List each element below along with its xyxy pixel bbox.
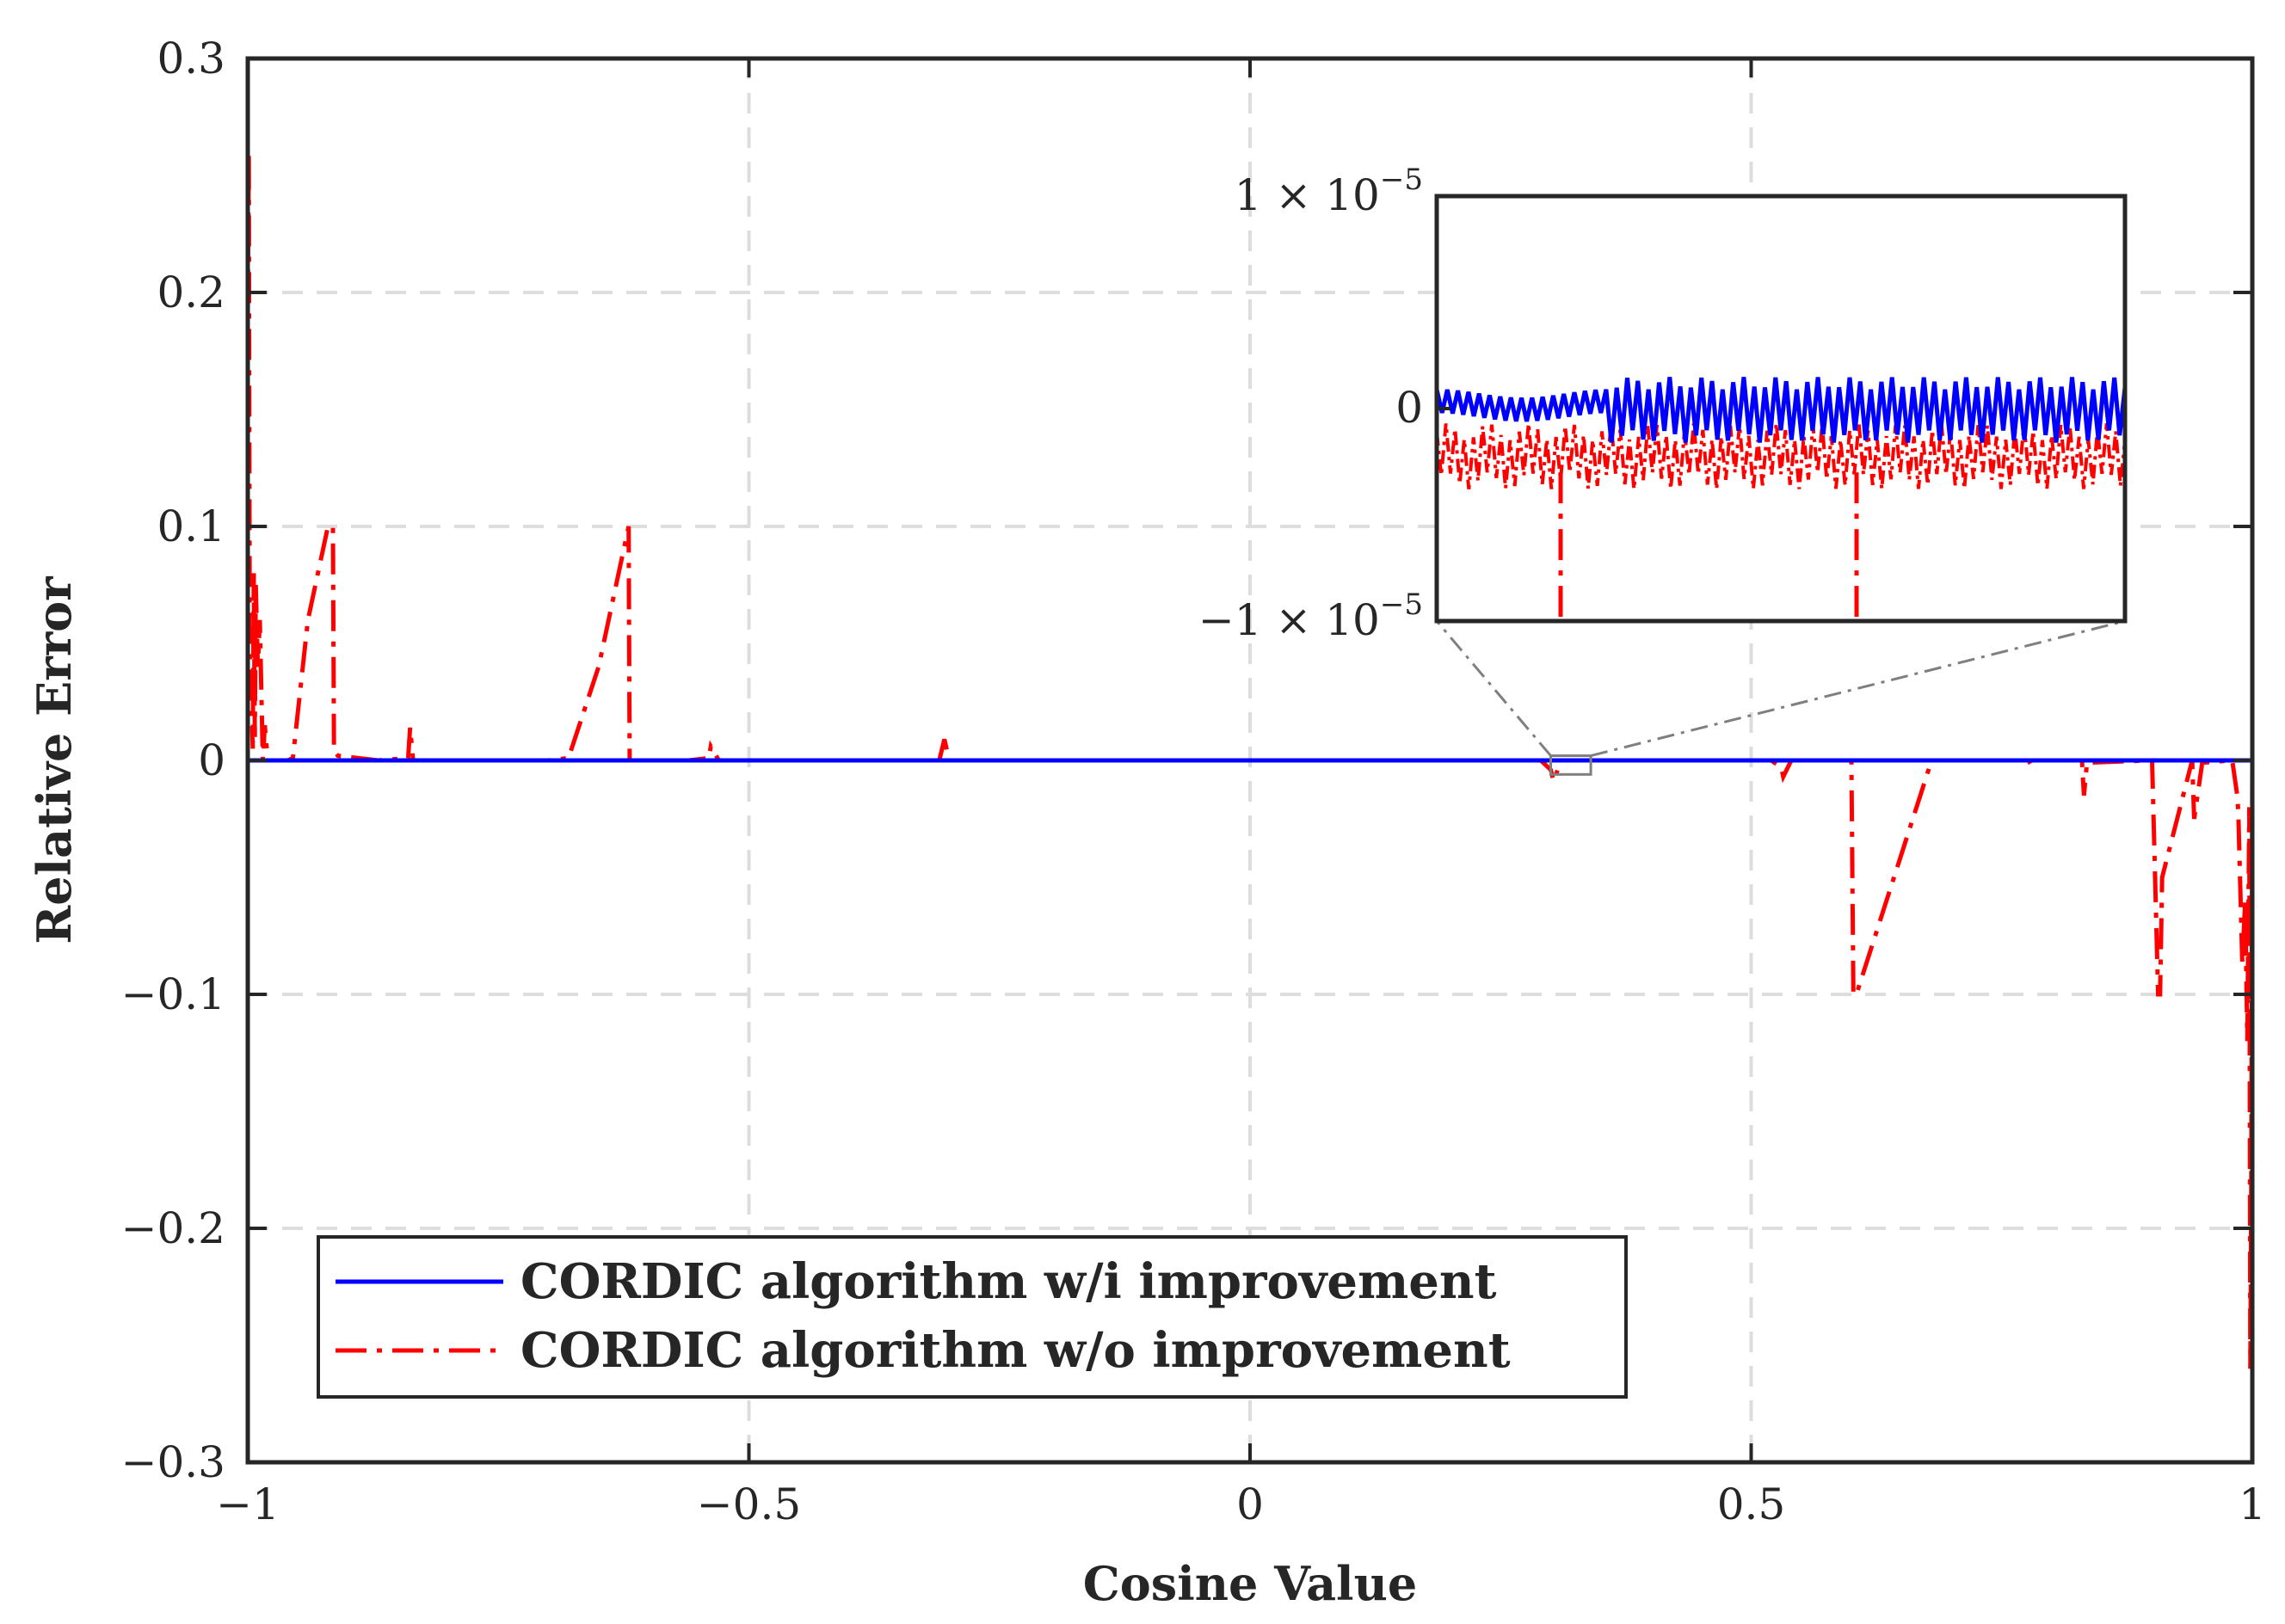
zoom-indicator — [1435, 619, 2126, 776]
inset-y-tick-label: 0 — [1395, 383, 1423, 433]
x-tick-label: 0 — [1236, 1479, 1264, 1529]
series-layer — [245, 151, 2255, 1369]
zoom-connector-right — [1590, 619, 2126, 758]
tick-labels: −1 −0.5 0 0.5 1 −0.3 −0.2 −0.1 0 0.1 0.2 0.3 — [121, 34, 2266, 1529]
y-tick-label: 0.3 — [157, 34, 225, 83]
legend-box — [317, 1235, 1628, 1399]
legend-label-improved: CORDIC algorithm w/i improvement — [520, 1253, 1497, 1310]
inset-series-improved — [1434, 377, 2128, 443]
y-tick-label: 0.2 — [157, 268, 225, 317]
x-tick-label: 0.5 — [1717, 1479, 1786, 1529]
zoom-region-box — [1549, 754, 1592, 776]
inset-series-original — [1435, 423, 2127, 489]
x-tick-label: −1 — [216, 1479, 280, 1529]
x-tick-label: 1 — [2239, 1479, 2266, 1529]
y-tick-label: 0.1 — [157, 501, 225, 551]
legend-label-original: CORDIC algorithm w/o improvement — [520, 1322, 1511, 1379]
legend: CORDIC algorithm w/i improvement CORDIC … — [317, 1235, 1628, 1399]
y-tick-label: −0.2 — [121, 1203, 225, 1253]
y-axis-label: Relative Error — [27, 576, 82, 944]
inset-plot: 1 × 10−50−1 × 10−5 — [1198, 163, 2128, 645]
y-tick-label: 0 — [198, 735, 225, 785]
y-tick-label: −0.3 — [121, 1437, 225, 1487]
x-tick-label: −0.5 — [697, 1479, 801, 1529]
x-axis-label: Cosine Value — [1083, 1556, 1417, 1611]
zoom-connector-left — [1435, 620, 1552, 757]
y-tick-label: −0.1 — [121, 969, 225, 1019]
tick-marks — [246, 57, 2254, 1464]
